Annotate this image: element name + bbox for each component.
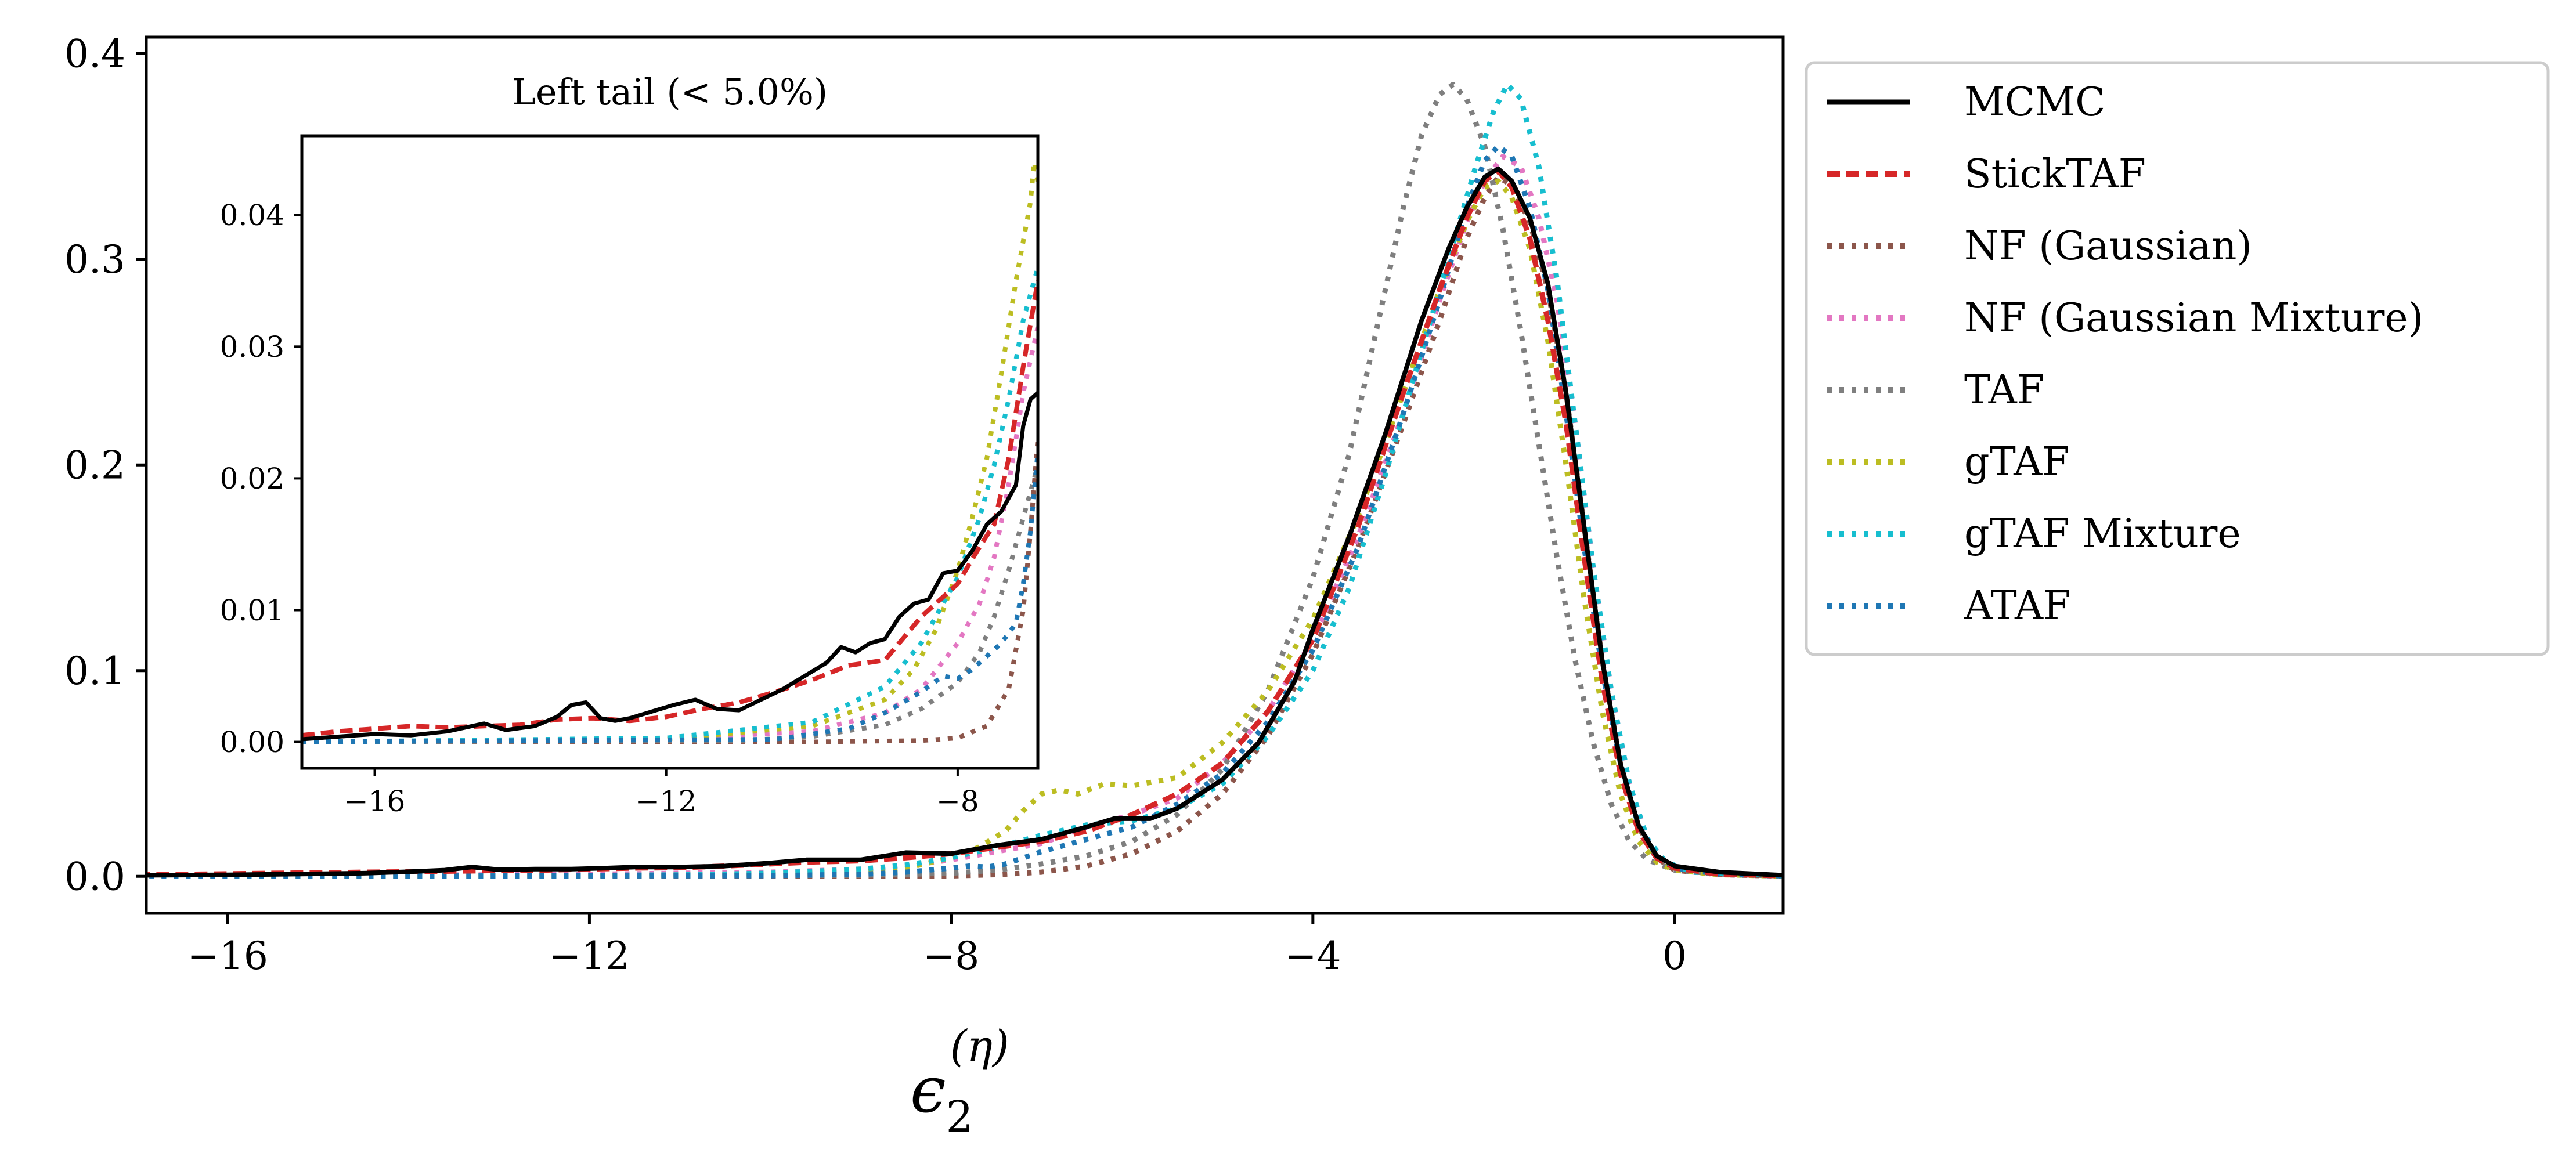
main-series-gtaf-mixture: [146, 82, 1783, 879]
main-y-tick-label: 0.3: [64, 237, 125, 282]
main-series-mcmc: [146, 166, 1783, 878]
main-y-axis-ticks: 0.0 0.1 0.2 0.3 0.4: [64, 31, 146, 899]
inset-x-axis-ticks: −16 −12 −8: [344, 768, 979, 818]
main-series-sticktaf: [146, 168, 1783, 879]
inset-x-tick-label: −16: [344, 785, 406, 818]
main-x-tick-label: −12: [549, 934, 630, 978]
inset-left-tail-plot: −16 −12 −8 0.00 0.01 0.02 0.03 0.04 Left tail …: [220, 71, 1040, 818]
legend-items: MCMC StickTAF NF (Gaussian) NF (Gaussian Mi…: [1827, 79, 2423, 629]
x-axis-label: ϵ2 (η): [910, 1021, 1009, 1142]
inset-x-tick-label: −8: [936, 785, 979, 818]
inset-background: [302, 136, 1038, 768]
main-y-tick-label: 0.1: [64, 649, 125, 693]
main-x-tick-label: −4: [1285, 934, 1341, 978]
main-plot-frame: [145, 35, 1785, 915]
legend-label-gtaf: gTAF: [1964, 439, 2069, 485]
legend-frame: [1805, 61, 2550, 656]
legend-label-ataf: ATAF: [1964, 583, 2070, 629]
inset-x-tick-label: −12: [636, 785, 697, 818]
x-axis-label-subscript: 2: [946, 1092, 973, 1142]
inset-y-tick-label: 0.00: [220, 725, 284, 759]
main-y-tick-label: 0.4: [64, 31, 125, 76]
legend-label-gtaf-mixture: gTAF Mixture: [1964, 511, 2241, 557]
x-axis-label-superscript: (η): [950, 1021, 1009, 1071]
main-x-tick-label: −16: [187, 934, 268, 978]
legend: MCMC StickTAF NF (Gaussian) NF (Gaussian Mi…: [1805, 61, 2550, 656]
main-x-axis-ticks: −16 −12 −8 −4 0: [187, 913, 1687, 978]
inset-y-axis-ticks: 0.00 0.01 0.02 0.03 0.04: [220, 198, 302, 759]
inset-series-sticktaf: [302, 280, 1038, 738]
main-series-lines: [146, 82, 1783, 879]
main-y-tick-label: 0.2: [64, 443, 125, 487]
main-y-tick-label: 0.0: [64, 854, 125, 899]
legend-label-sticktaf: StickTAF: [1964, 151, 2146, 197]
legend-label-nf-gaussian: NF (Gaussian): [1964, 223, 2252, 269]
main-x-tick-label: 0: [1662, 934, 1687, 978]
x-axis-label-base: ϵ: [910, 1053, 946, 1127]
legend-label-nf-gaussian-mixture: NF (Gaussian Mixture): [1964, 295, 2423, 341]
inset-series-mcmc: [302, 391, 1038, 742]
inset-y-tick-label: 0.01: [220, 594, 284, 627]
inset-series-lines: [302, 160, 1038, 744]
legend-label-taf: TAF: [1964, 367, 2044, 413]
inset-title: Left tail (< 5.0%): [512, 71, 828, 113]
inset-y-tick-label: 0.04: [220, 198, 284, 232]
inset-y-tick-label: 0.02: [220, 462, 284, 496]
main-series-taf: [146, 82, 1783, 879]
legend-label-mcmc: MCMC: [1964, 79, 2105, 125]
main-series-ataf: [146, 143, 1783, 879]
inset-y-tick-label: 0.03: [220, 330, 284, 364]
main-x-tick-label: −8: [923, 934, 979, 978]
inset-frame: [300, 134, 1040, 770]
